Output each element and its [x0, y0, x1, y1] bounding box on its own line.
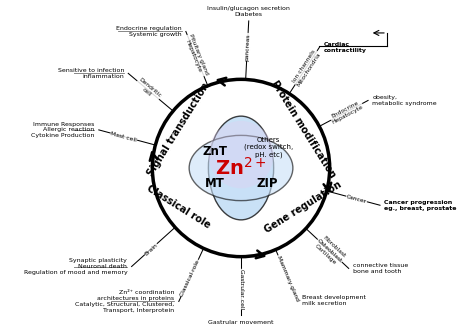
Text: Dendritic
cell: Dendritic cell	[134, 77, 162, 103]
Text: Protein modification: Protein modification	[269, 79, 337, 179]
Text: ZIP: ZIP	[256, 176, 278, 190]
Text: Breast development
milk secretion: Breast development milk secretion	[301, 295, 365, 306]
Text: Pituitary gland
Hepatocyte: Pituitary gland Hepatocyte	[182, 33, 209, 78]
Text: Signal transduction: Signal transduction	[146, 80, 211, 177]
Ellipse shape	[209, 121, 273, 188]
Text: pancreas: pancreas	[244, 33, 251, 61]
Text: Cancer progression
eg., breast, prostate: Cancer progression eg., breast, prostate	[384, 200, 457, 211]
Ellipse shape	[189, 135, 293, 201]
Text: Gene regulation: Gene regulation	[263, 179, 344, 235]
Circle shape	[152, 79, 330, 257]
Text: Gastrular movement: Gastrular movement	[208, 320, 274, 325]
Text: MT: MT	[205, 176, 225, 190]
Text: Synaptic plasticity
Neuronal death
Regulation of mood and memory: Synaptic plasticity Neuronal death Regul…	[24, 258, 127, 275]
Text: Zn$^{2+}$: Zn$^{2+}$	[215, 157, 267, 179]
Ellipse shape	[209, 116, 273, 220]
Text: Immune Responses
Allergic reaction
Cytokine Production: Immune Responses Allergic reaction Cytok…	[31, 122, 94, 138]
Text: Endocrine
Hepatocyte: Endocrine Hepatocyte	[329, 99, 365, 125]
Text: connective tissue
bone and tooth: connective tissue bone and tooth	[353, 263, 408, 274]
Text: Endocrine regulation
Systemic growth: Endocrine regulation Systemic growth	[116, 26, 182, 37]
Text: Cancer: Cancer	[346, 194, 367, 204]
Text: Brain: Brain	[143, 242, 158, 256]
Text: Mast cell: Mast cell	[110, 131, 137, 142]
Text: Cardiac
contractility: Cardiac contractility	[324, 42, 367, 53]
Text: Fibroblast
Osteoblast
Cartilage: Fibroblast Osteoblast Cartilage	[312, 234, 347, 268]
Text: Classical role: Classical role	[179, 259, 201, 297]
Text: ZnT: ZnT	[202, 145, 228, 159]
Text: Classical role: Classical role	[145, 183, 212, 230]
Text: Ion channels
Mitochondria: Ion channels Mitochondria	[291, 48, 321, 87]
Text: Zn²⁺ coordination
architectures in proteins
Catalytic, Structural, Clustered,
Tr: Zn²⁺ coordination architectures in prote…	[75, 290, 174, 312]
Text: Mammary gland: Mammary gland	[276, 255, 300, 302]
Text: obesity,
metabolic syndrome: obesity, metabolic syndrome	[373, 95, 437, 106]
Text: Sensitive to infection
inflammation: Sensitive to infection inflammation	[57, 68, 124, 79]
Text: Gastrular cell: Gastrular cell	[238, 269, 244, 309]
Text: Others
(redox switch,
pH. etc): Others (redox switch, pH. etc)	[244, 137, 293, 158]
Text: Insulin/glucagon secretion
Diabetes: Insulin/glucagon secretion Diabetes	[207, 6, 290, 16]
